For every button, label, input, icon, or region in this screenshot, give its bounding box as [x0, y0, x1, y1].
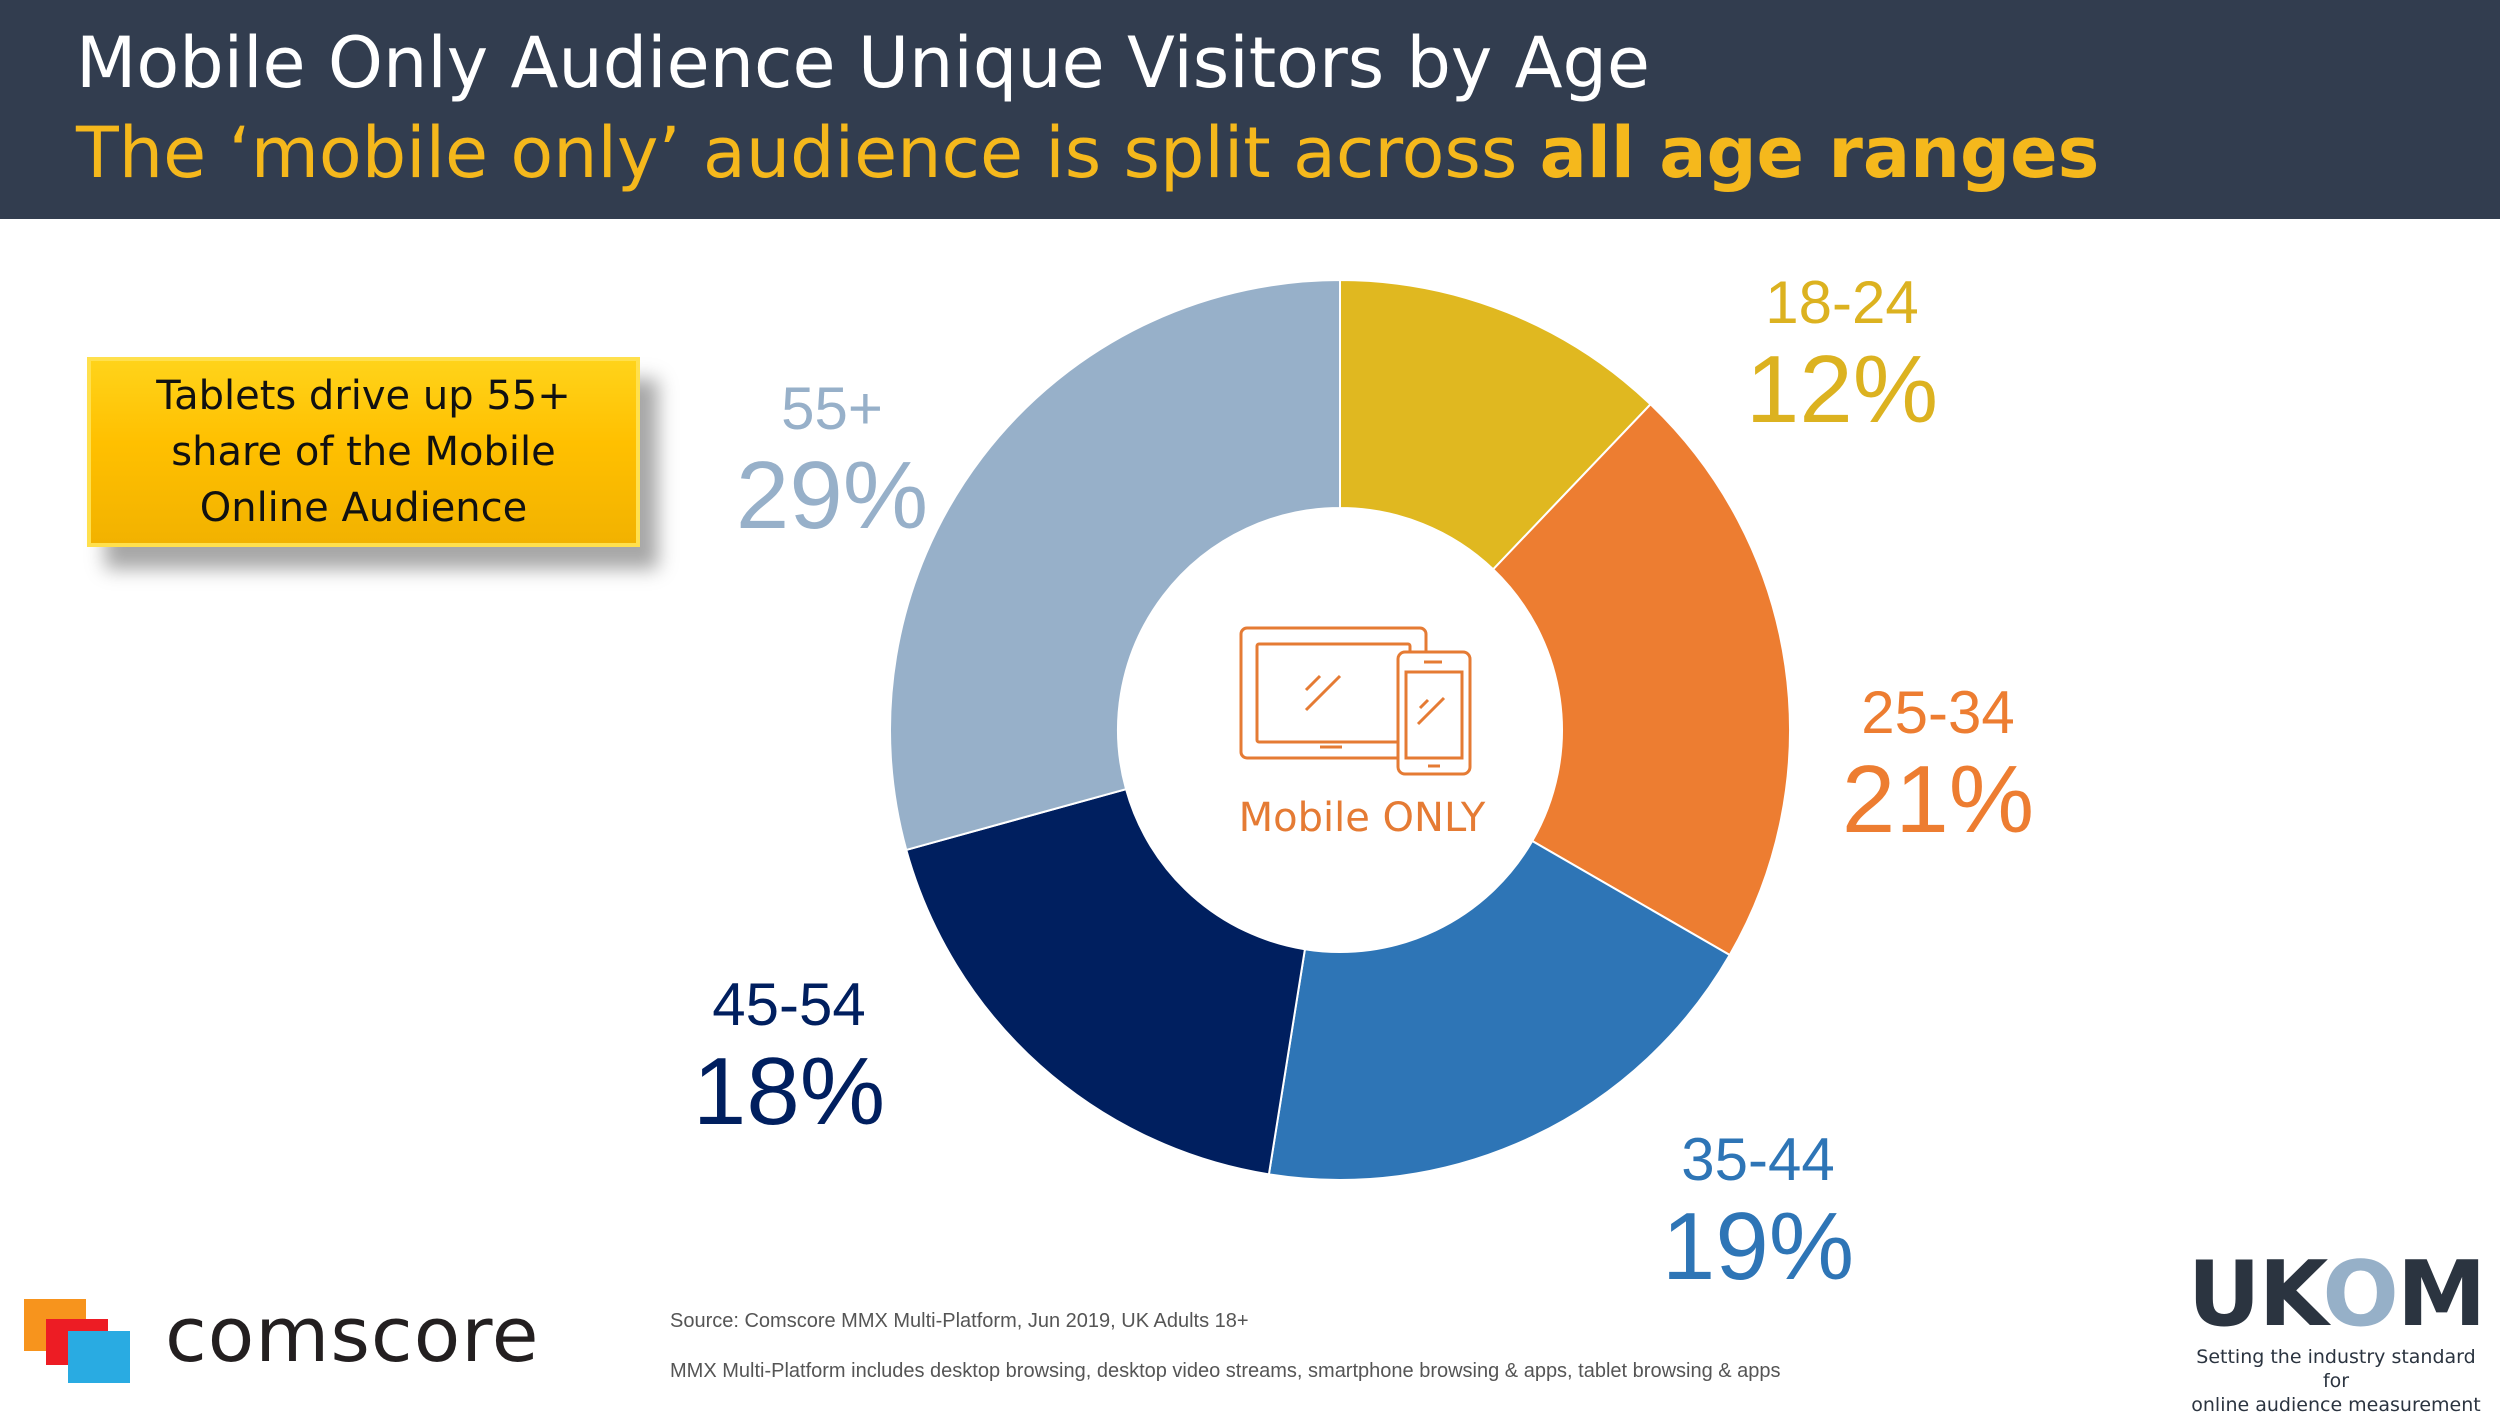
donut-slices	[889, 278, 1791, 1181]
ukom-wordmark-m: M	[2396, 1242, 2487, 1347]
label-45-54: 45-54 18%	[639, 972, 939, 1142]
label-35-44: 35-44 19%	[1608, 1127, 1908, 1297]
category-18-24: 18-24	[1765, 269, 1919, 336]
category-45-54: 45-54	[712, 971, 866, 1038]
value-35-44: 19%	[1661, 1193, 1855, 1300]
slice-35-44	[1267, 839, 1732, 1181]
slice-55-plus	[889, 278, 1341, 852]
label-25-34: 25-34 21%	[1788, 680, 2088, 850]
subtitle-emphasis: all age ranges	[1539, 112, 2100, 194]
ukom-logo: UKOM Setting the industry standard for o…	[2186, 1242, 2487, 1417]
value-25-34: 21%	[1841, 746, 2035, 853]
page-subtitle: The ‘mobile only’ audience is split acro…	[76, 112, 2099, 194]
subtitle-prefix: The ‘mobile only’ audience is split acro…	[76, 112, 1540, 194]
ukom-wordmark-o: O	[2322, 1242, 2399, 1347]
center-label: Mobile ONLY	[1238, 795, 1486, 841]
callout-text: Tablets drive up 55+ share of the Mobile…	[156, 373, 571, 531]
source-note: Source: Comscore MMX Multi-Platform, Jun…	[670, 1310, 1249, 1332]
ukom-wordmark-uk: UK	[2187, 1242, 2325, 1347]
ukom-wordmark: UKOM	[2186, 1242, 2487, 1347]
slice-25-34	[1491, 402, 1791, 957]
methodology-note: MMX Multi-Platform includes desktop brow…	[670, 1360, 1781, 1382]
comscore-wordmark: comscore	[165, 1290, 540, 1379]
value-45-54: 18%	[692, 1038, 886, 1145]
category-25-34: 25-34	[1861, 679, 2015, 746]
page-title: Mobile Only Audience Unique Visitors by …	[76, 22, 1650, 104]
slice-45-54	[905, 787, 1307, 1176]
category-35-44: 35-44	[1681, 1126, 1835, 1193]
category-55-plus: 55+	[781, 375, 883, 442]
callout-box: Tablets drive up 55+ share of the Mobile…	[87, 357, 640, 547]
header-bar: Mobile Only Audience Unique Visitors by …	[0, 0, 2500, 219]
label-55-plus: 55+ 29%	[682, 376, 982, 546]
value-55-plus: 29%	[735, 442, 929, 549]
value-18-24: 12%	[1745, 336, 1939, 443]
comscore-logo-icon	[24, 1299, 130, 1383]
label-18-24: 18-24 12%	[1692, 270, 1992, 440]
tablet-and-phone-icon	[1239, 626, 1472, 776]
slice-18-24	[1339, 278, 1652, 571]
ukom-tagline-2: online audience measurement	[2191, 1394, 2481, 1416]
ukom-tagline-1: Setting the industry standard for	[2196, 1346, 2476, 1392]
